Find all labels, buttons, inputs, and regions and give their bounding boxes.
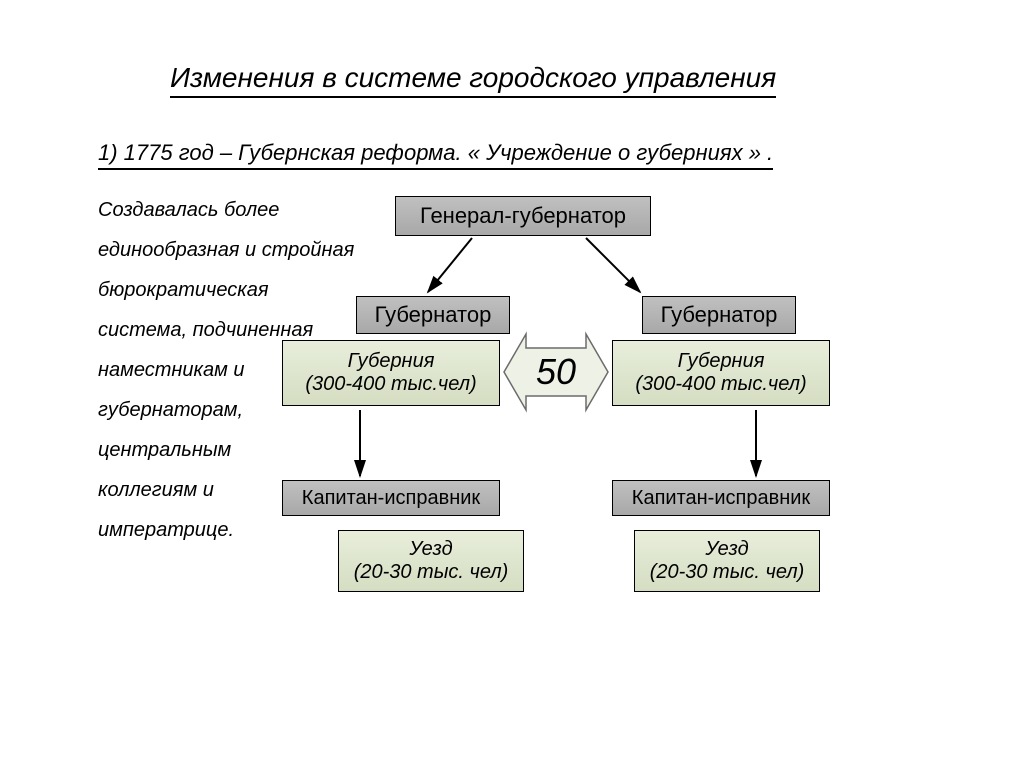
node-label: Генерал-губернатор — [420, 203, 626, 229]
node-sublabel: (20-30 тыс. чел) — [354, 561, 509, 584]
node-label: Уезд — [409, 538, 452, 561]
node-label: Губернатор — [375, 302, 492, 328]
node-sublabel: (20-30 тыс. чел) — [650, 561, 805, 584]
description-line: императрице. — [98, 510, 354, 550]
description-line: единообразная и стройная — [98, 230, 354, 270]
page-title: Изменения в системе городского управлени… — [170, 62, 776, 98]
node-sublabel: (300-400 тыс.чел) — [305, 373, 476, 396]
description-line: бюрократическая — [98, 270, 354, 310]
node-label: Капитан-исправник — [302, 487, 480, 510]
node-label: Губернатор — [661, 302, 778, 328]
node-province-right: Губерния (300-400 тыс.чел) — [612, 340, 830, 406]
subtitle: 1) 1775 год – Губернская реформа. « Учре… — [98, 140, 773, 170]
node-uezd-left: Уезд (20-30 тыс. чел) — [338, 530, 524, 592]
node-governor-left: Губернатор — [356, 296, 510, 334]
description-line: Создавалась более — [98, 190, 354, 230]
node-sublabel: (300-400 тыс.чел) — [635, 373, 806, 396]
node-province-left: Губерния (300-400 тыс.чел) — [282, 340, 500, 406]
node-captain-left: Капитан-исправник — [282, 480, 500, 516]
node-captain-right: Капитан-исправник — [612, 480, 830, 516]
node-label: Губерния — [348, 350, 435, 373]
node-uezd-right: Уезд (20-30 тыс. чел) — [634, 530, 820, 592]
node-label: Капитан-исправник — [632, 487, 810, 510]
svg-text:50: 50 — [536, 351, 576, 392]
node-label: Уезд — [705, 538, 748, 561]
node-governor-right: Губернатор — [642, 296, 796, 334]
node-general-governor: Генерал-губернатор — [395, 196, 651, 236]
center-badge: 50 — [504, 334, 608, 410]
node-label: Губерния — [678, 350, 765, 373]
description-line: центральным — [98, 430, 354, 470]
